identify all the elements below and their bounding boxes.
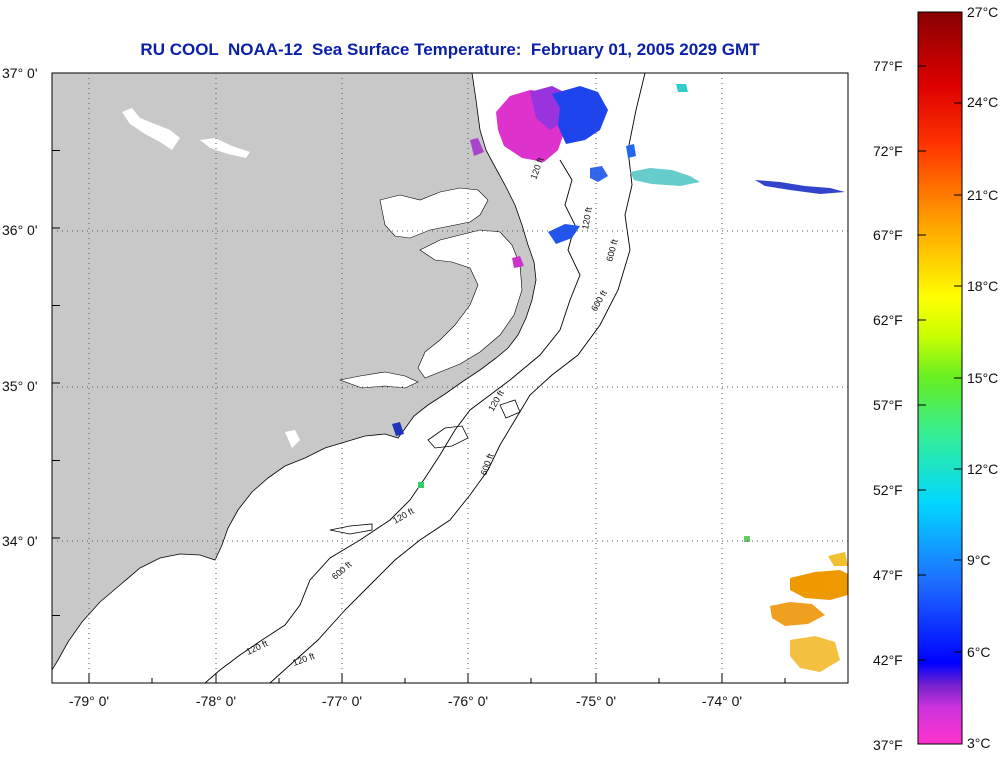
celsius-label: 21°C <box>967 187 998 203</box>
river-inlet <box>338 371 419 389</box>
fahrenheit-label: 62°F <box>873 312 903 328</box>
lat-label: 37° 0' <box>2 65 38 81</box>
fahrenheit-label: 72°F <box>873 143 903 159</box>
lat-label: 36° 0' <box>2 222 38 238</box>
pamlico-sound <box>417 229 523 379</box>
lon-label: -79° 0' <box>69 693 109 709</box>
lat-label: 35° 0' <box>2 378 38 394</box>
river-mid <box>200 138 250 158</box>
colorbar-ticks-c <box>954 11 962 653</box>
longitude-labels: -79° 0' -78° 0' -77° 0' -76° 0' -75° 0' … <box>69 693 742 709</box>
fahrenheit-label: 57°F <box>873 397 903 413</box>
contour-120ft <box>204 159 581 683</box>
lon-label: -76° 0' <box>448 693 488 709</box>
river-north <box>122 108 180 150</box>
fahrenheit-labels: 77°F 72°F 67°F 62°F 57°F 52°F 47°F 42°F … <box>873 58 903 753</box>
celsius-label: 6°C <box>967 644 991 660</box>
colorbar-ticks-f <box>918 65 926 661</box>
celsius-label: 3°C <box>967 735 991 751</box>
map-frame <box>51 72 849 684</box>
celsius-label: 24°C <box>967 94 998 110</box>
celsius-label: 27°C <box>967 4 998 20</box>
contour-600ft <box>269 73 646 683</box>
lon-label: -77° 0' <box>322 693 362 709</box>
lon-label: -78° 0' <box>196 693 236 709</box>
celsius-label: 18°C <box>967 278 998 294</box>
celsius-label: 15°C <box>967 370 998 386</box>
albemarle-sound <box>379 187 489 239</box>
fahrenheit-label: 47°F <box>873 567 903 583</box>
fahrenheit-label: 42°F <box>873 652 903 668</box>
sst-data <box>392 84 848 672</box>
tick-marks <box>52 72 786 683</box>
fahrenheit-label: 67°F <box>873 227 903 243</box>
river-small <box>285 430 300 448</box>
celsius-label: 9°C <box>967 552 991 568</box>
contour-shoal-2 <box>329 523 373 535</box>
latitude-labels: 37° 0' 36° 0' 35° 0' 34° 0' <box>2 65 38 549</box>
celsius-label: 12°C <box>967 461 998 477</box>
contour-label: 120 ft <box>580 206 594 230</box>
fahrenheit-label: 37°F <box>873 737 903 753</box>
fahrenheit-label: 52°F <box>873 482 903 498</box>
celsius-labels: 27°C 24°C 21°C 18°C 15°C 12°C 9°C 6°C 3°… <box>967 4 998 751</box>
lat-label: 34° 0' <box>2 533 38 549</box>
fahrenheit-label: 77°F <box>873 58 903 74</box>
contour-shoal-3 <box>499 399 521 419</box>
lon-label: -74° 0' <box>702 693 742 709</box>
graticule <box>52 73 848 683</box>
lon-label: -75° 0' <box>576 693 616 709</box>
map-title: RU COOL NOAA-12 Sea Surface Temperature:… <box>140 40 760 59</box>
